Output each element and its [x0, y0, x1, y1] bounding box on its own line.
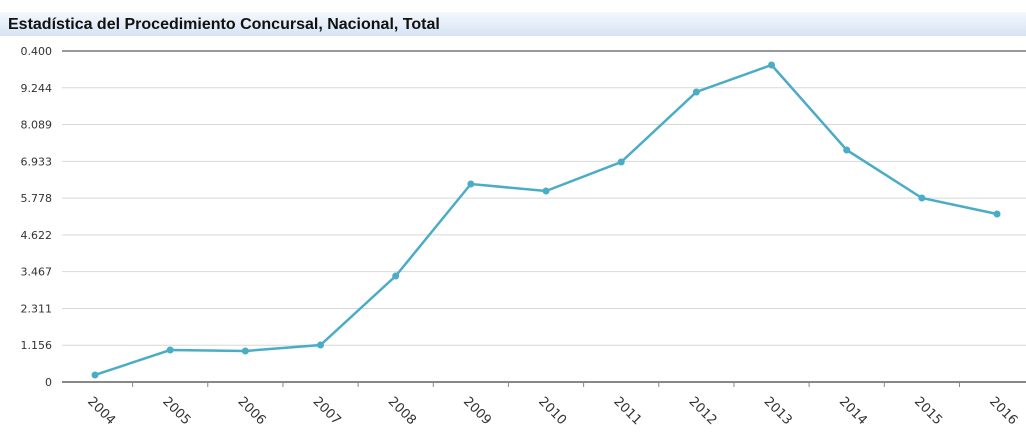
y-tick-label: 4.622 — [21, 229, 53, 242]
x-tick-label: 2016 — [986, 394, 1020, 428]
series-line — [94, 63, 998, 377]
data-point — [166, 346, 174, 354]
x-tick-label: 2004 — [84, 394, 118, 428]
y-tick-label: 8.089 — [21, 119, 53, 132]
x-tick-label: 2006 — [235, 394, 269, 428]
x-tick-label: 2009 — [460, 394, 494, 428]
title-bar — [0, 12, 1026, 36]
x-tick-label: 2007 — [310, 394, 344, 428]
data-point — [542, 187, 550, 195]
data-point — [918, 194, 926, 202]
data-point — [692, 88, 700, 96]
x-tick-label: 2015 — [911, 394, 945, 428]
data-point — [843, 146, 851, 154]
y-tick-label: 1.156 — [21, 339, 53, 352]
data-point — [241, 347, 249, 355]
data-point — [617, 158, 625, 166]
x-tick-label: 2008 — [385, 394, 419, 428]
x-tick-label: 2012 — [686, 394, 720, 428]
data-point — [467, 180, 475, 188]
data-point — [317, 341, 325, 349]
y-tick-label: 5.778 — [21, 192, 53, 205]
data-point — [392, 272, 400, 280]
x-tick-label: 2013 — [761, 394, 795, 428]
x-tick-label: 2005 — [159, 394, 193, 428]
data-point — [993, 210, 1001, 218]
y-tick-label: 2.311 — [21, 302, 53, 315]
y-tick-label: 9.244 — [21, 82, 53, 95]
y-tick-label: 0 — [45, 376, 52, 389]
data-point — [768, 61, 776, 69]
x-tick-label: 2010 — [535, 394, 569, 428]
y-tick-label: 0.400 — [21, 45, 53, 58]
y-tick-label: 3.467 — [21, 266, 53, 279]
y-tick-label: 6.933 — [21, 155, 53, 168]
x-tick-label: 2011 — [610, 394, 644, 428]
x-tick-label: 2014 — [836, 394, 870, 428]
data-point — [91, 371, 99, 379]
chart-title: Estadística del Procedimiento Concursal,… — [8, 16, 440, 33]
